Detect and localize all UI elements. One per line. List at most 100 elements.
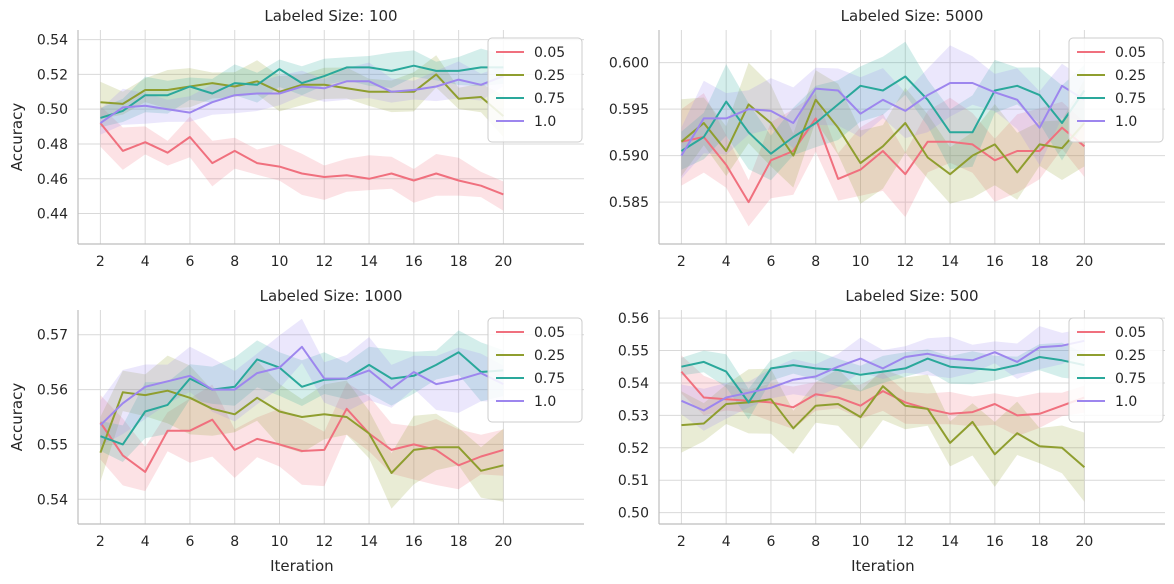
x-tick-label: 20 <box>1075 534 1093 550</box>
x-tick-label: 14 <box>941 534 959 550</box>
x-tick-label: 14 <box>360 534 378 550</box>
x-tick-label: 16 <box>405 534 423 550</box>
series-line-0.75 <box>100 64 504 119</box>
x-tick-label: 4 <box>722 254 731 270</box>
series-line-0.25 <box>99 389 504 474</box>
series-line-0.05 <box>99 122 504 196</box>
x-tick-label: 6 <box>185 534 194 550</box>
legend-label: 0.25 <box>1115 348 1146 364</box>
legend-box <box>487 37 583 143</box>
confidence-band-1.0 <box>681 45 1085 179</box>
y-axis-label: Accuracy <box>8 383 26 452</box>
x-tick-label: 18 <box>1031 254 1049 270</box>
y-tick-label: 0.585 <box>609 195 649 211</box>
x-tick-label: 2 <box>677 534 686 550</box>
legend-box <box>1068 37 1164 143</box>
chart-title: Labeled Size: 100 <box>264 7 397 25</box>
x-tick-label: 14 <box>360 254 378 270</box>
x-tick-label: 2 <box>96 254 105 270</box>
chart-title: Labeled Size: 500 <box>845 287 978 305</box>
confidence-band-0.25 <box>100 355 504 509</box>
series-line-1.0 <box>681 339 1085 412</box>
confidence-band-1.0 <box>100 61 504 135</box>
y-tick-label: 0.48 <box>37 137 68 153</box>
x-tick-label: 20 <box>494 254 512 270</box>
x-tick-label: 6 <box>766 534 775 550</box>
y-tick-label: 0.55 <box>37 437 68 453</box>
legend-label: 0.05 <box>1115 325 1146 341</box>
legend-label: 0.05 <box>534 45 565 61</box>
x-tick-label: 4 <box>722 534 731 550</box>
chart-panel-3: 2 4 6 8 10 12 14 16 18 20 0.50 0.51 0.52 0.53 0.54 0.55… <box>618 287 1165 575</box>
x-tick-label: 12 <box>896 534 914 550</box>
confidence-band-0.25 <box>100 55 504 137</box>
series-line-0.75 <box>681 356 1085 404</box>
legend-label: 0.25 <box>534 68 565 84</box>
x-tick-label: 4 <box>141 534 150 550</box>
chart-title: Labeled Size: 5000 <box>841 7 984 25</box>
x-tick-label: 4 <box>141 254 150 270</box>
x-tick-label: 6 <box>766 254 775 270</box>
y-tick-label: 0.56 <box>618 311 649 327</box>
x-tick-label: 14 <box>941 254 959 270</box>
y-tick-label: 0.55 <box>618 344 649 360</box>
confidence-band-0.05 <box>681 93 1085 227</box>
series-line-0.05 <box>99 407 504 473</box>
confidence-band-0.05 <box>100 382 504 492</box>
chart-panel-0: 2 4 6 8 10 12 14 16 18 20 0.44 0.46 0.48 0.50 0.52 0.54… <box>8 7 584 270</box>
legend-label: 0.25 <box>1115 68 1146 84</box>
confidence-band-0.25 <box>681 62 1085 204</box>
legend-label: 0.75 <box>534 371 565 387</box>
legend: 0.05 0.25 0.75 1.0 <box>1068 37 1164 143</box>
legend-label: 1.0 <box>534 114 556 130</box>
y-tick-label: 0.54 <box>37 33 68 49</box>
y-tick-label: 0.54 <box>37 492 68 508</box>
series-line-1.0 <box>680 82 1085 157</box>
confidence-band-0.75 <box>100 330 504 462</box>
legend-label: 0.05 <box>534 325 565 341</box>
confidence-band-0.75 <box>681 342 1085 420</box>
y-tick-label: 0.54 <box>618 376 649 392</box>
y-tick-label: 0.600 <box>609 56 649 72</box>
y-tick-label: 0.590 <box>609 149 649 165</box>
legend-label: 0.25 <box>534 348 565 364</box>
legend-label: 1.0 <box>1115 114 1137 130</box>
x-tick-label: 20 <box>1075 254 1093 270</box>
legend-label: 1.0 <box>534 394 556 410</box>
series-line-0.25 <box>680 98 1086 176</box>
confidence-band-0.05 <box>681 355 1085 437</box>
series-line-0.75 <box>100 351 504 446</box>
x-tick-label: 18 <box>450 534 468 550</box>
legend: 0.05 0.25 0.75 1.0 <box>487 317 583 423</box>
legend-box <box>1068 317 1164 423</box>
y-tick-label: 0.52 <box>618 441 649 457</box>
y-tick-label: 0.50 <box>618 506 649 522</box>
series-line-0.75 <box>680 75 1086 155</box>
x-tick-label: 10 <box>852 254 870 270</box>
x-tick-label: 8 <box>811 534 820 550</box>
legend-label: 1.0 <box>1115 394 1137 410</box>
legend-label: 0.05 <box>1115 45 1146 61</box>
y-tick-label: 0.52 <box>37 67 68 83</box>
confidence-band-0.05 <box>100 105 504 211</box>
legend-label: 0.75 <box>534 91 565 107</box>
x-tick-label: 12 <box>315 254 333 270</box>
y-axis-label: Accuracy <box>8 103 26 172</box>
y-tick-label: 0.53 <box>618 408 649 424</box>
x-tick-label: 16 <box>405 254 423 270</box>
x-tick-label: 12 <box>315 534 333 550</box>
x-tick-label: 10 <box>271 254 289 270</box>
legend: 0.05 0.25 0.75 1.0 <box>1068 317 1164 423</box>
y-tick-label: 0.57 <box>37 328 68 344</box>
x-tick-label: 12 <box>896 254 914 270</box>
chart-title: Labeled Size: 1000 <box>260 287 403 305</box>
x-tick-label: 2 <box>677 254 686 270</box>
confidence-band-1.0 <box>681 326 1085 431</box>
x-tick-label: 16 <box>986 254 1004 270</box>
x-tick-label: 18 <box>1031 534 1049 550</box>
x-tick-label: 16 <box>986 534 1004 550</box>
y-tick-label: 0.51 <box>618 473 649 489</box>
x-tick-label: 6 <box>185 254 194 270</box>
x-tick-label: 8 <box>230 254 239 270</box>
